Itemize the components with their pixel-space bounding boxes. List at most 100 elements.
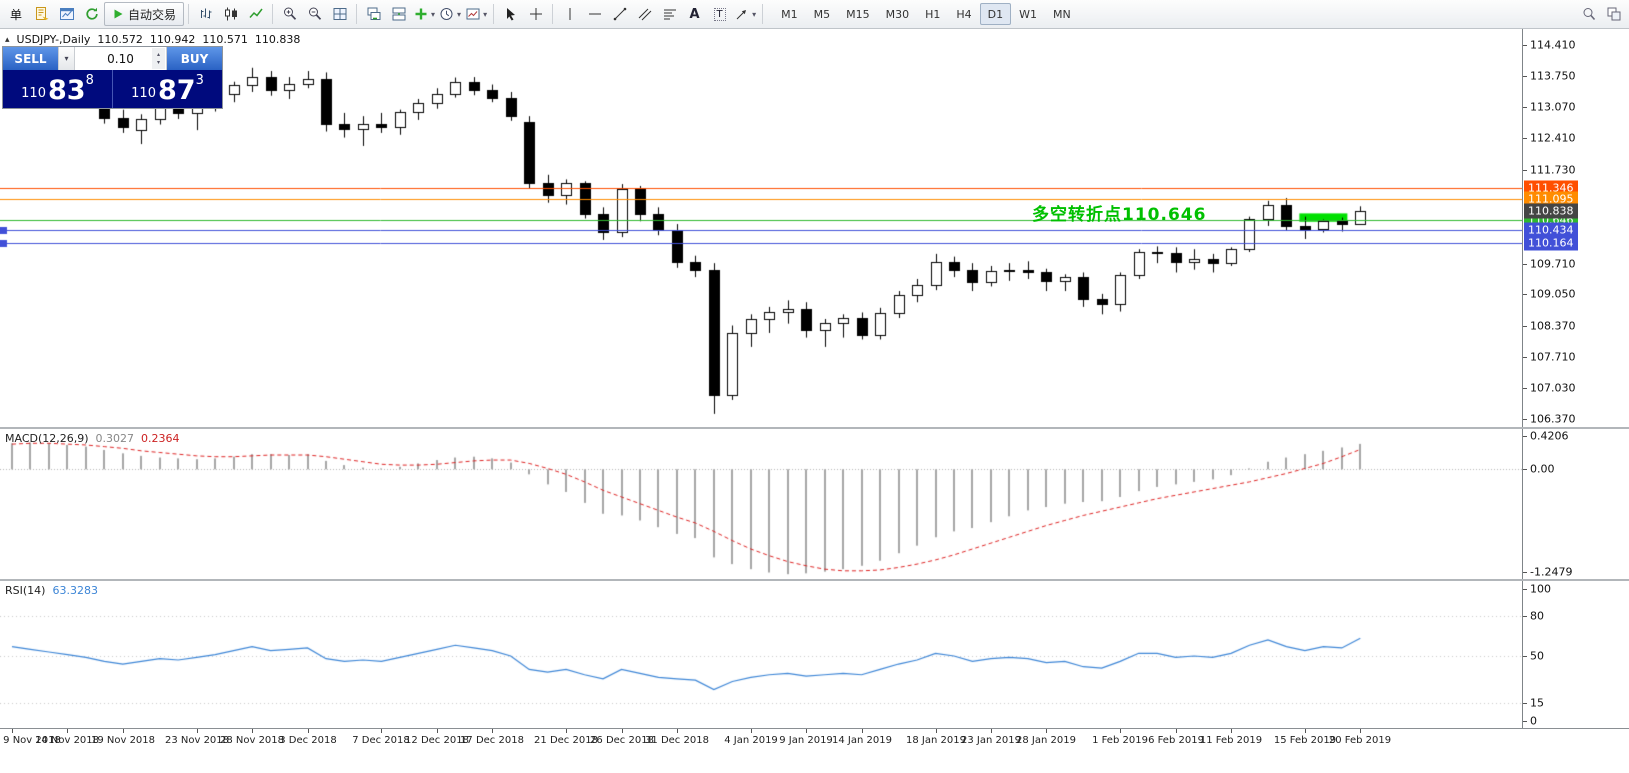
lot-dropdown-button[interactable]: ▾ bbox=[59, 47, 74, 70]
bar-chart-button[interactable] bbox=[193, 2, 218, 26]
text-tool-button[interactable]: A bbox=[682, 2, 707, 26]
timeframe-button-h4[interactable]: H4 bbox=[948, 3, 979, 25]
zoom-out-button[interactable] bbox=[302, 2, 327, 26]
scale-label: 107.710 bbox=[1530, 350, 1576, 364]
sell-price-display[interactable]: 110 83 8 bbox=[3, 70, 112, 108]
panel-splitter[interactable] bbox=[0, 579, 1629, 581]
indicators-button[interactable]: ▾ bbox=[411, 2, 437, 26]
line-chart-button[interactable] bbox=[243, 2, 268, 26]
timeframe-button-mn[interactable]: MN bbox=[1045, 3, 1079, 25]
buy-price-big: 87 bbox=[157, 75, 196, 106]
date-label: 20 Feb 2019 bbox=[1328, 735, 1392, 746]
timeframe-button-d1[interactable]: D1 bbox=[979, 3, 1012, 25]
rsi-chart[interactable] bbox=[0, 581, 1522, 728]
shapes-button[interactable]: ▾ bbox=[732, 2, 758, 26]
timeframe-button-m5[interactable]: M5 bbox=[806, 3, 839, 25]
date-label: 7 Dec 2018 bbox=[352, 735, 410, 746]
trendline-button[interactable] bbox=[607, 2, 632, 26]
macd-chart[interactable] bbox=[0, 429, 1522, 579]
scale-tick bbox=[1523, 170, 1527, 171]
scale-tick bbox=[1523, 589, 1527, 590]
panel-splitter[interactable] bbox=[0, 427, 1629, 429]
timeframe-button-w1[interactable]: W1 bbox=[1011, 3, 1045, 25]
vertical-line-icon bbox=[569, 8, 571, 20]
collapse-panel-arrow[interactable]: ▴ bbox=[5, 34, 10, 45]
cursor-icon bbox=[506, 8, 515, 21]
zoom-in-button[interactable] bbox=[277, 2, 302, 26]
tile-windows-button[interactable] bbox=[327, 2, 352, 26]
search-icon bbox=[1583, 8, 1595, 21]
axis-tick bbox=[566, 729, 567, 733]
axis-tick bbox=[252, 729, 253, 733]
refresh-button[interactable] bbox=[79, 2, 104, 26]
buy-button[interactable]: BUY bbox=[167, 47, 222, 70]
chart-annotation-text[interactable]: 多空转折点110.646 bbox=[1032, 205, 1207, 225]
ohlc-high: 110.942 bbox=[149, 33, 196, 46]
axis-tick bbox=[1046, 729, 1047, 733]
timeframe-toolbar: M1 M5 M15 M30 H1 H4 D1 W1 MN bbox=[773, 3, 1079, 25]
scale-label: -1.2479 bbox=[1530, 565, 1573, 579]
crosshair-button[interactable] bbox=[523, 2, 548, 26]
date-label: 21 Dec 2018 bbox=[534, 735, 598, 746]
candlestick-chart[interactable] bbox=[0, 29, 1522, 427]
spinner-up-icon: ▴ bbox=[156, 51, 160, 59]
fibonacci-button[interactable] bbox=[657, 2, 682, 26]
date-label: 14 Jan 2019 bbox=[832, 735, 892, 746]
vertical-line-button[interactable] bbox=[557, 2, 582, 26]
menu-item-order[interactable]: 单 bbox=[10, 7, 23, 22]
price-badge: 110.434 bbox=[1524, 222, 1578, 238]
one-click-trading-panel: SELL ▾ 0.10 ▴ ▾ BUY 110 83 8 bbox=[2, 46, 223, 109]
crosshair-icon bbox=[529, 8, 542, 20]
timeframe-button-m1[interactable]: M1 bbox=[773, 3, 806, 25]
macd-scale[interactable]: 0.4206 0.00 -1.2479 bbox=[1522, 429, 1629, 579]
date-label: 23 Nov 2018 bbox=[164, 735, 230, 746]
date-label: 9 Nov 2018 bbox=[3, 735, 61, 746]
macd-chart-area[interactable]: MACD(12,26,9) 0.3027 0.2364 bbox=[0, 429, 1522, 579]
macd-main-value: 0.3027 bbox=[95, 432, 135, 445]
autotrading-button[interactable]: 自动交易 bbox=[104, 2, 185, 26]
templates-button[interactable]: ▾ bbox=[463, 2, 489, 26]
horizontal-line-button[interactable] bbox=[582, 2, 607, 26]
workspace-icon bbox=[1607, 7, 1620, 21]
lot-spinner[interactable]: ▴ ▾ bbox=[152, 48, 165, 69]
clock-icon bbox=[440, 8, 453, 20]
chevron-down-icon: ▾ bbox=[64, 54, 69, 63]
channel-button[interactable] bbox=[632, 2, 657, 26]
scale-tick bbox=[1523, 469, 1527, 470]
price-scale[interactable]: 114.410 113.750 113.070 112.410 111.730 109.7… bbox=[1522, 29, 1629, 427]
candlestick-chart-button[interactable] bbox=[218, 2, 243, 26]
timeframe-button-h1[interactable]: H1 bbox=[917, 3, 948, 25]
new-order-button[interactable] bbox=[29, 2, 54, 26]
chevron-down-icon: ▾ bbox=[457, 9, 462, 19]
label-tool-button[interactable]: T bbox=[707, 2, 732, 26]
scale-tick bbox=[1523, 436, 1527, 437]
arrow-shape-icon bbox=[736, 10, 747, 20]
sell-button[interactable]: SELL bbox=[3, 47, 58, 70]
date-label: 31 Dec 2018 bbox=[645, 735, 709, 746]
date-label: 28 Jan 2019 bbox=[1016, 735, 1076, 746]
cascade-windows-button[interactable] bbox=[361, 2, 386, 26]
timeframe-button-m15[interactable]: M15 bbox=[838, 3, 878, 25]
date-axis[interactable]: 9 Nov 2018 14 Nov 2018 19 Nov 2018 23 Nov 2… bbox=[0, 728, 1629, 773]
cursor-button[interactable] bbox=[498, 2, 523, 26]
timeframe-button-m30[interactable]: M30 bbox=[878, 3, 918, 25]
lot-size-input[interactable]: 0.10 ▴ ▾ bbox=[75, 47, 166, 70]
rsi-chart-area[interactable]: RSI(14) 63.3283 bbox=[0, 581, 1522, 728]
label-icon: T bbox=[713, 7, 726, 21]
chevron-down-icon: ▾ bbox=[752, 9, 757, 19]
scale-tick bbox=[1523, 107, 1527, 108]
arrange-windows-button[interactable] bbox=[386, 2, 411, 26]
periods-button[interactable]: ▾ bbox=[437, 2, 463, 26]
rsi-scale[interactable]: 100 80 50 15 0 bbox=[1522, 581, 1629, 728]
date-label: 9 Jan 2019 bbox=[779, 735, 833, 746]
charts-window-button[interactable] bbox=[54, 2, 79, 26]
workspace-button[interactable] bbox=[1601, 2, 1626, 26]
macd-label: MACD(12,26,9) 0.3027 0.2364 bbox=[5, 432, 180, 445]
buy-price-display[interactable]: 110 87 3 bbox=[113, 70, 222, 108]
search-button[interactable] bbox=[1576, 2, 1601, 26]
axis-tick bbox=[67, 729, 68, 733]
axis-tick bbox=[1176, 729, 1177, 733]
price-badge: 110.164 bbox=[1524, 235, 1578, 251]
main-chart-area[interactable]: ▴ USDJPY-,Daily 110.572 110.942 110.571 … bbox=[0, 29, 1522, 427]
